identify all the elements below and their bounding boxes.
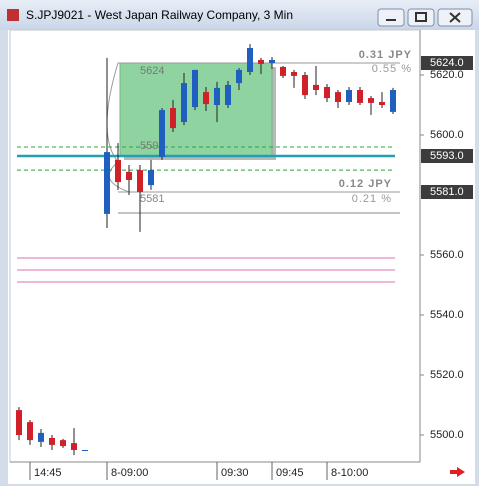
box-low-label: 5593 xyxy=(140,140,164,152)
candle-body xyxy=(302,75,308,96)
y-tick-label: 5600.0 xyxy=(430,129,464,141)
price-label: 5624.0 xyxy=(430,57,464,69)
candle-body xyxy=(313,84,319,90)
candle-body xyxy=(16,410,22,435)
y-tick-label: 5520.0 xyxy=(430,369,464,381)
candle-body xyxy=(192,69,198,108)
candle-body xyxy=(126,171,132,180)
candle-body xyxy=(236,69,242,84)
candle-body xyxy=(214,87,220,105)
candle-body xyxy=(247,48,253,72)
y-tick-label: 5560.0 xyxy=(430,249,464,261)
candle-body xyxy=(137,170,143,192)
x-tick-label: 14:45 xyxy=(34,467,62,479)
maximize-button[interactable] xyxy=(407,8,435,27)
x-tick-label: 09:30 xyxy=(221,467,249,479)
y-tick-label: 5500.0 xyxy=(430,429,464,441)
x-tick-label: 8-10:00 xyxy=(331,467,368,479)
y-tick-label: 5620.0 xyxy=(430,69,464,81)
annotation: 0.31 JPY xyxy=(359,49,412,61)
annotation: 0.12 JPY xyxy=(339,178,392,190)
candle-body xyxy=(346,90,352,102)
price-label: 5581.0 xyxy=(430,186,464,198)
price-label-bg xyxy=(421,185,473,199)
candle-body xyxy=(357,90,363,103)
x-tick-label: 8-09:00 xyxy=(111,467,148,479)
candle-body xyxy=(104,152,110,214)
candle-body xyxy=(71,443,77,450)
candle-body xyxy=(159,110,165,157)
candle-body xyxy=(390,90,396,112)
measure-low-label: 5581 xyxy=(140,193,164,205)
close-icon xyxy=(449,12,461,23)
candle-body xyxy=(27,422,33,441)
candle-body xyxy=(324,87,330,99)
candle-body xyxy=(291,72,297,76)
app-icon xyxy=(7,9,19,21)
scroll-arrow[interactable] xyxy=(450,467,465,477)
maximize-icon xyxy=(415,12,427,22)
candle-body xyxy=(181,83,187,123)
candle-body xyxy=(225,84,231,105)
candle-body xyxy=(269,60,275,63)
x-tick-label: 09:45 xyxy=(276,467,304,479)
price-label-bg xyxy=(421,56,473,70)
candle-body xyxy=(148,170,154,186)
candle-body xyxy=(379,102,385,105)
candle-body xyxy=(115,159,121,183)
window-buttons[interactable] xyxy=(377,8,473,27)
annotation: 0.55 % xyxy=(372,63,412,75)
window-title: S.JPJ9021 - West Japan Railway Company, … xyxy=(26,8,293,22)
price-label-bg xyxy=(421,149,473,163)
price-label: 5593.0 xyxy=(430,150,464,162)
candle-body xyxy=(60,440,66,447)
box-high-label: 5624 xyxy=(140,65,164,77)
candle-body xyxy=(49,438,55,445)
minimize-button[interactable] xyxy=(377,8,405,27)
candle-body xyxy=(280,66,286,76)
annotation: 0.21 % xyxy=(352,193,392,205)
candle-body xyxy=(170,108,176,129)
candle-body xyxy=(203,92,209,105)
candle-body xyxy=(368,98,374,103)
candle-body xyxy=(335,92,341,102)
candle-body xyxy=(82,450,88,451)
y-tick-label: 5540.0 xyxy=(430,309,464,321)
candle-body xyxy=(258,60,264,64)
candle-body xyxy=(38,432,44,442)
